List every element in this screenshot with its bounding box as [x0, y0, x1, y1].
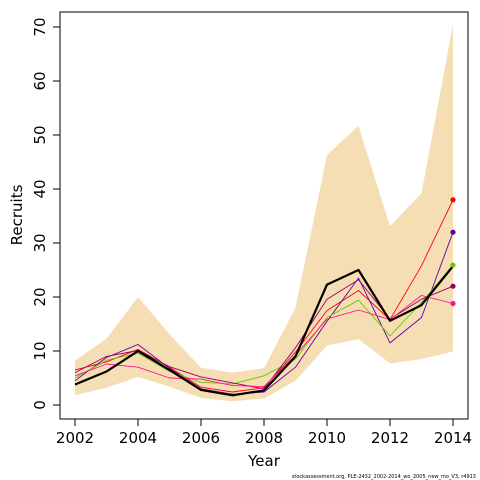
x-tick-label: 2010 — [308, 429, 346, 447]
y-tick-label: 0 — [31, 400, 49, 410]
y-tick-label: 60 — [31, 71, 49, 90]
y-tick-label: 70 — [31, 17, 49, 36]
series-endpoint-2 — [450, 229, 456, 235]
y-axis-title: Recruits — [8, 184, 26, 245]
x-axis: 2002 2004 2006 2008 2010 2012 2014 — [56, 418, 472, 447]
y-tick-label: 50 — [31, 125, 49, 144]
series-endpoint-4 — [450, 283, 456, 289]
x-axis-title: Year — [247, 452, 281, 470]
endpoint-layer — [450, 197, 456, 307]
x-tick-label: 2008 — [245, 429, 283, 447]
x-tick-label: 2012 — [371, 429, 409, 447]
x-tick-label: 2006 — [182, 429, 220, 447]
series-line-0 — [74, 265, 454, 397]
y-tick-label: 20 — [31, 287, 49, 306]
y-tick-label: 40 — [31, 179, 49, 198]
x-tick-label: 2004 — [119, 429, 157, 447]
y-tick-label: 30 — [31, 233, 49, 252]
y-axis: 0 10 20 30 40 50 60 70 — [31, 17, 61, 410]
series-line-2 — [74, 232, 454, 395]
series-line-3 — [74, 264, 454, 385]
series-endpoint-5 — [450, 300, 456, 307]
x-tick-label: 2002 — [56, 429, 94, 447]
series-endpoint-3 — [450, 262, 456, 268]
series-layer — [74, 199, 454, 397]
x-tick-label: 2014 — [434, 429, 472, 447]
caption: stockassessment.org, PLE-2432_2002-2014_… — [292, 474, 476, 480]
confidence-band — [75, 24, 453, 402]
series-endpoint-1 — [450, 197, 456, 203]
confidence-band-layer — [75, 24, 453, 402]
y-tick-label: 10 — [31, 341, 49, 360]
